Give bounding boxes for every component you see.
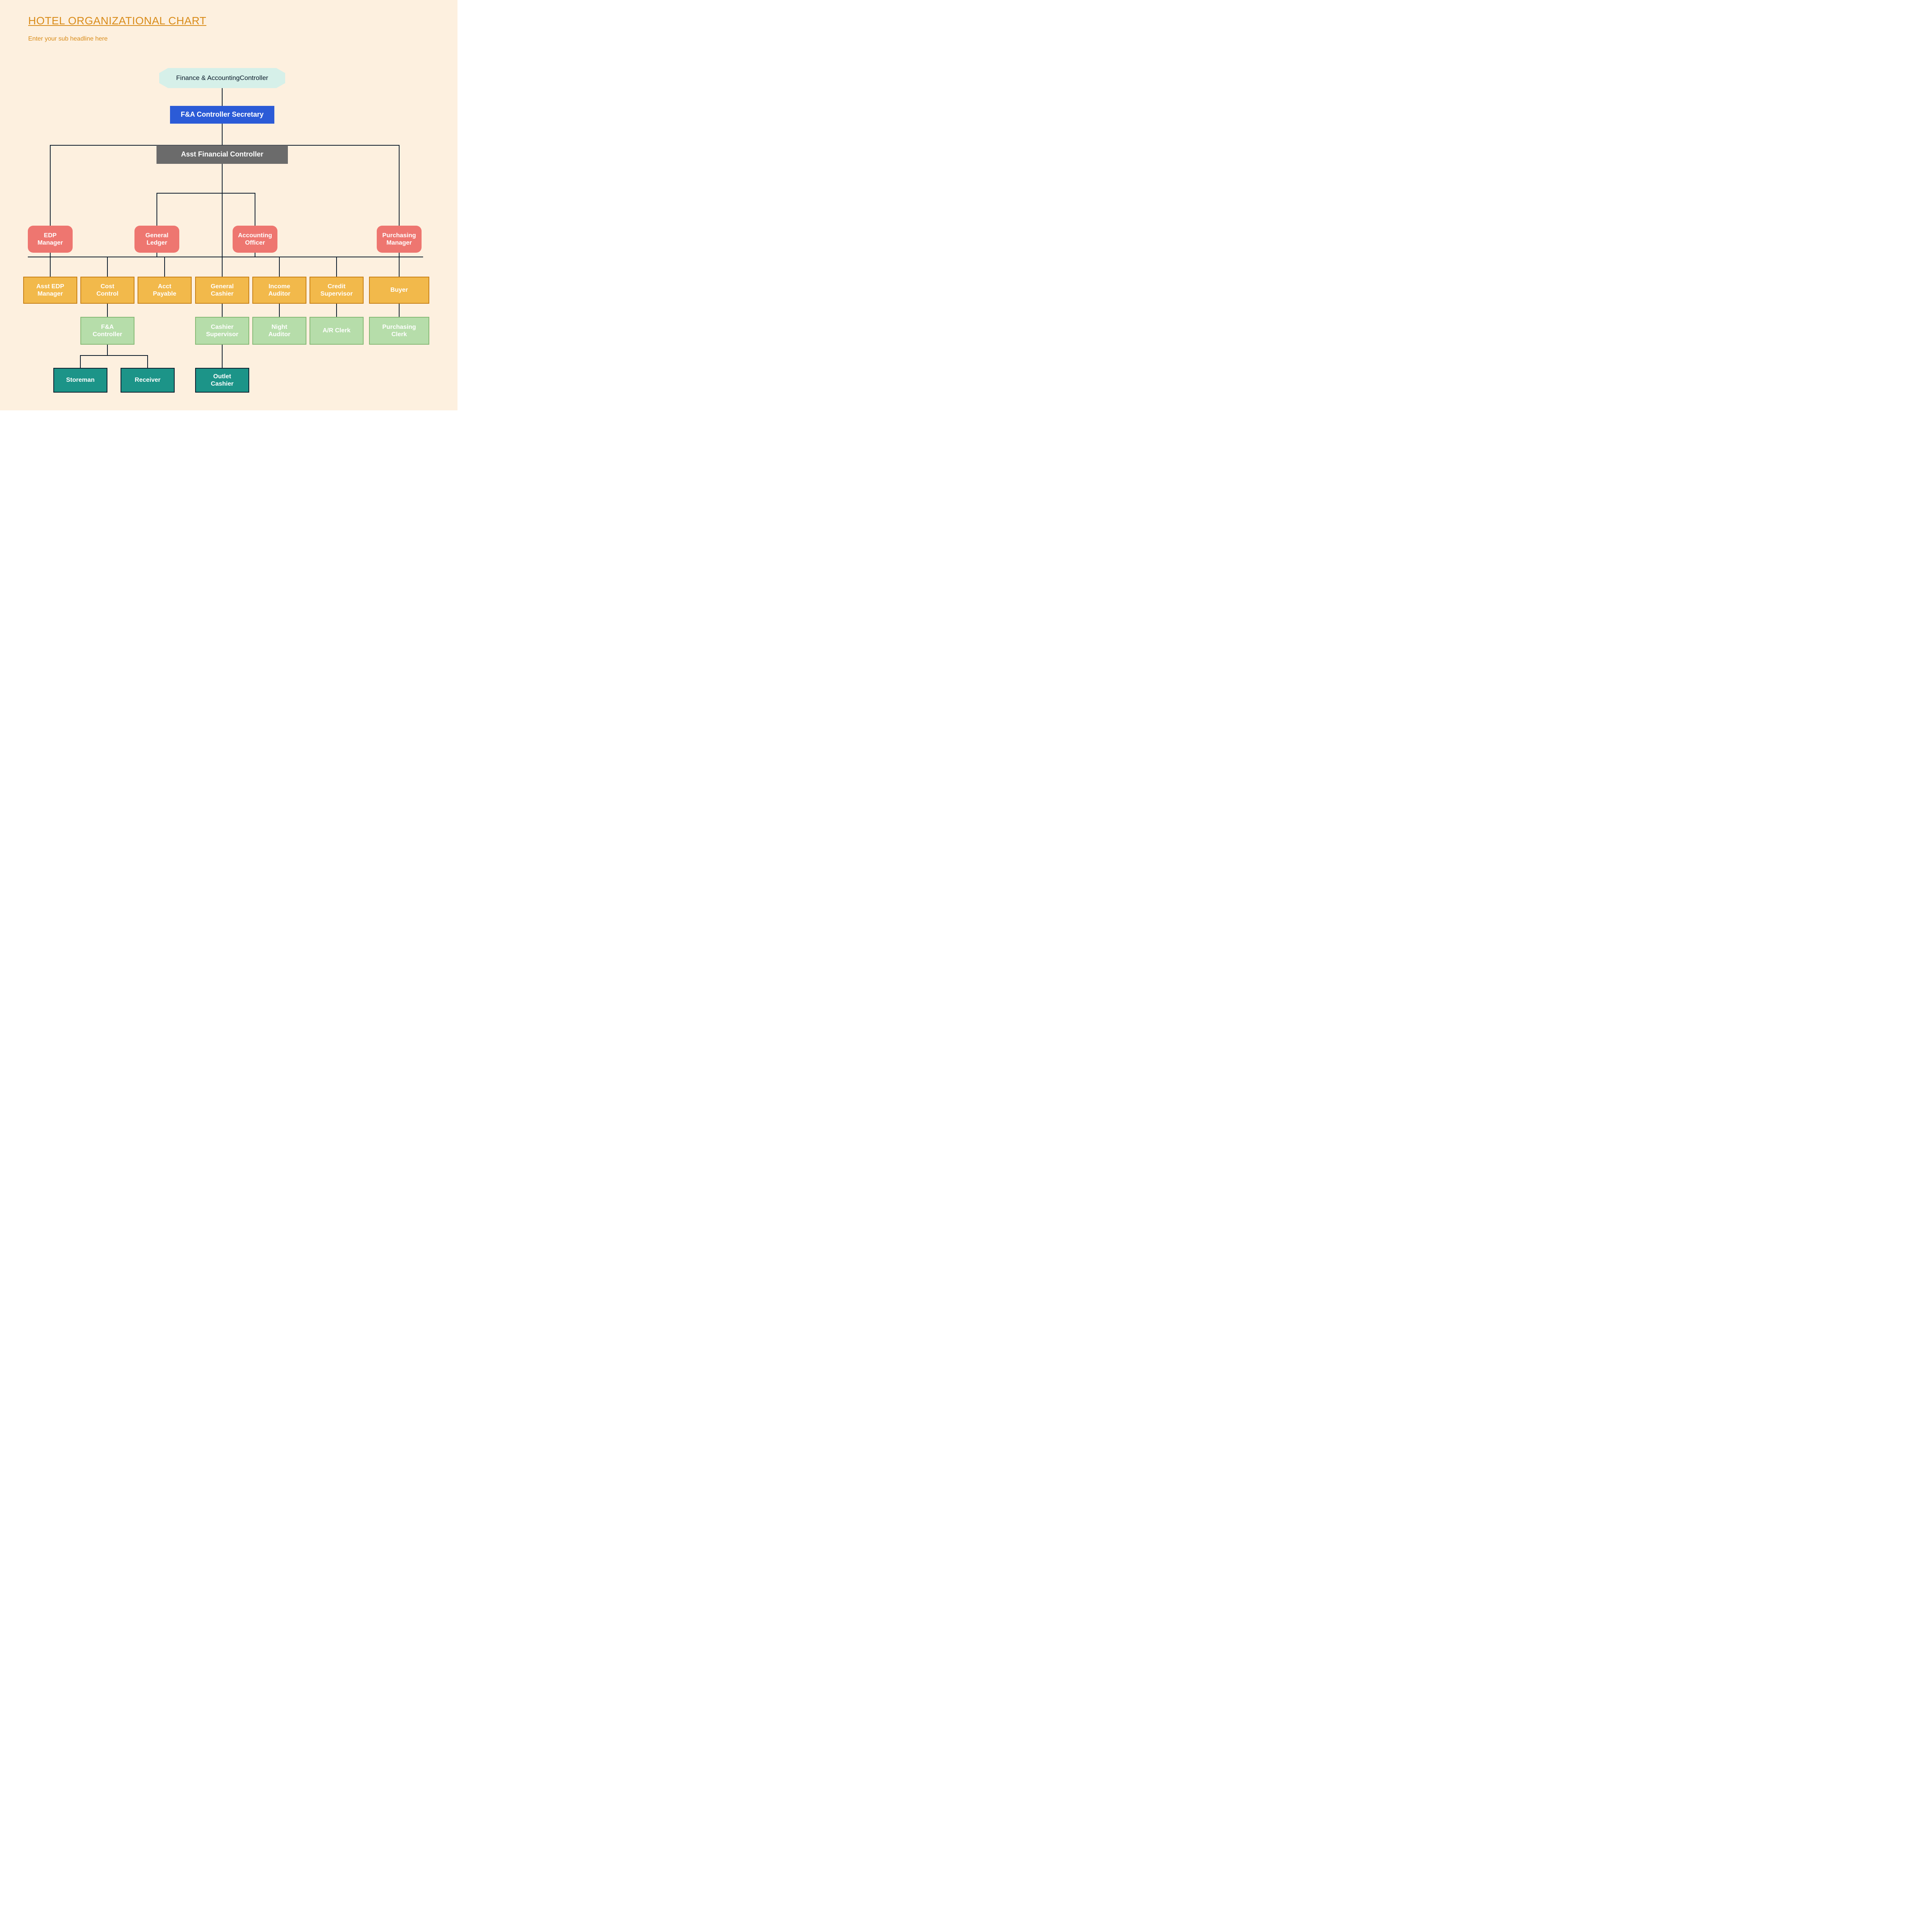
org-node-income-auditor: IncomeAuditor	[252, 277, 306, 304]
org-node-purchasing-manager: PurchasingManager	[377, 226, 422, 253]
org-node-night-auditor: NightAuditor	[252, 317, 306, 345]
org-node-acct-payable: AcctPayable	[138, 277, 192, 304]
org-node-fa-controller: F&AController	[80, 317, 134, 345]
org-node-purchasing-clerk: PurchasingClerk	[369, 317, 429, 345]
org-node-general-ledger: GeneralLedger	[134, 226, 179, 253]
org-node-asst-edp-manager: Asst EDPManager	[23, 277, 77, 304]
org-node-storeman: Storeman	[53, 368, 107, 393]
org-chart-canvas: HOTEL ORGANIZATIONAL CHART Enter your su…	[0, 0, 457, 410]
connector-lines	[0, 0, 457, 410]
org-node-credit-supervisor: CreditSupervisor	[310, 277, 364, 304]
org-node-edp-manager: EDPManager	[28, 226, 73, 253]
org-node-receiver: Receiver	[121, 368, 175, 393]
org-node-root-controller: Finance & AccountingController	[159, 68, 285, 88]
org-node-accounting-officer: AccountingOfficer	[233, 226, 277, 253]
org-node-outlet-cashier: OutletCashier	[195, 368, 249, 393]
org-node-buyer: Buyer	[369, 277, 429, 304]
org-node-general-cashier: GeneralCashier	[195, 277, 249, 304]
org-node-ar-clerk: A/R Clerk	[310, 317, 364, 345]
org-node-cost-control: CostControl	[80, 277, 134, 304]
org-node-fa-secretary: F&A Controller Secretary	[170, 106, 274, 124]
org-node-asst-fin-controller: Asst Financial Controller	[156, 145, 288, 164]
org-node-cashier-supervisor: CashierSupervisor	[195, 317, 249, 345]
